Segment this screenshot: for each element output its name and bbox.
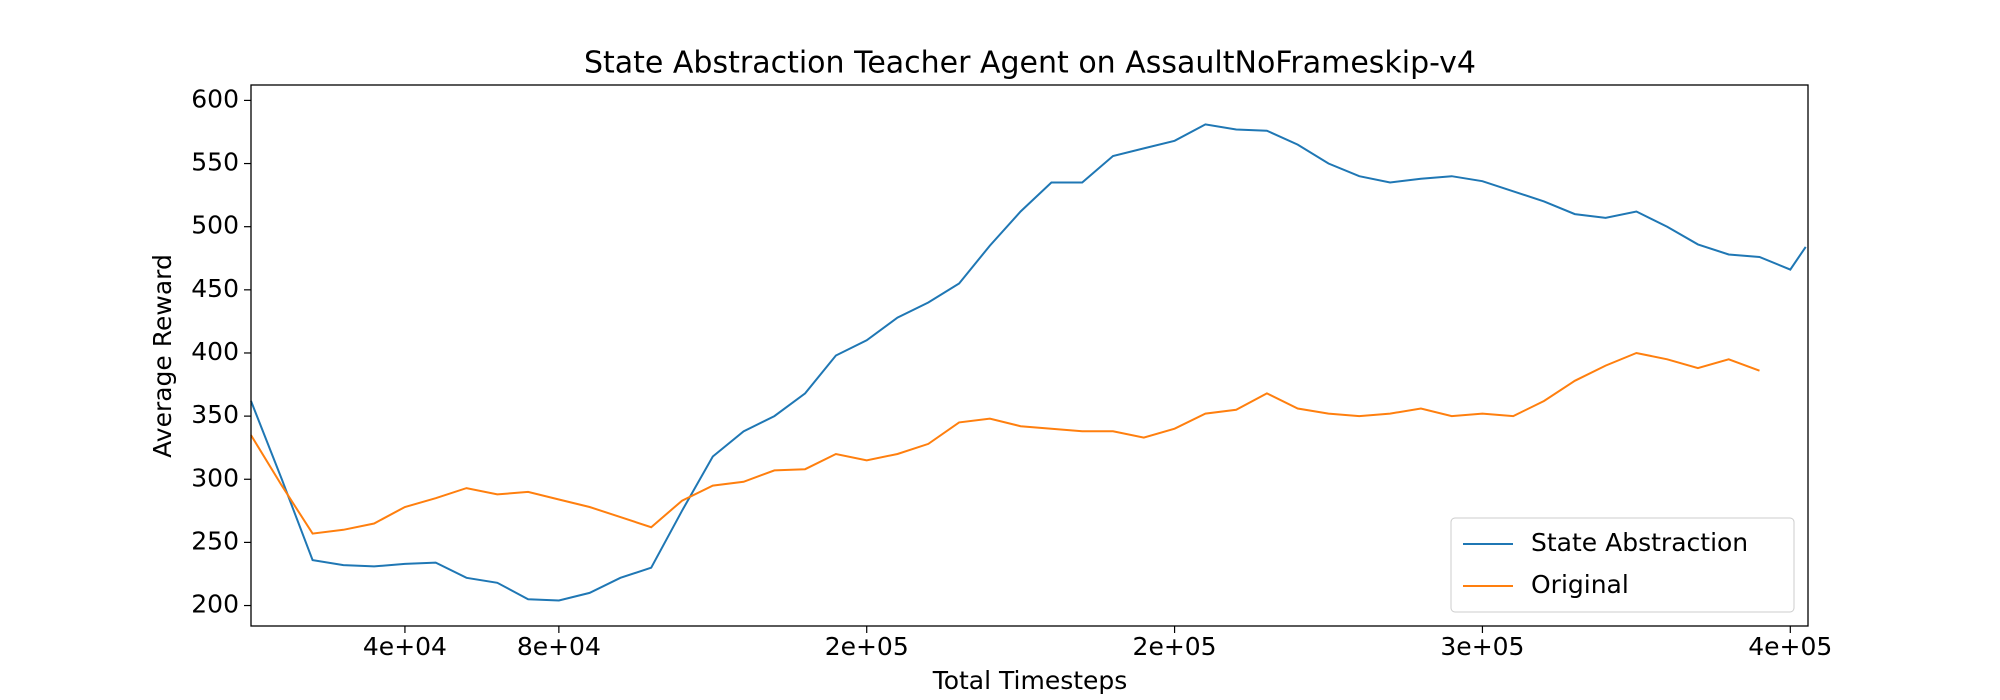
y-tick-label: 550 bbox=[191, 148, 239, 177]
y-axis-label: Average Reward bbox=[148, 254, 177, 458]
x-axis-label: Total Timesteps bbox=[932, 666, 1128, 695]
x-tick-label: 4e+04 bbox=[363, 632, 447, 661]
y-tick-label: 400 bbox=[191, 337, 239, 366]
x-tick-label: 2e+05 bbox=[825, 632, 909, 661]
y-tick-label: 600 bbox=[191, 84, 239, 113]
line-series bbox=[250, 123, 1807, 602]
legend-box bbox=[1450, 517, 1795, 613]
chart-title: State Abstraction Teacher Agent on Assau… bbox=[584, 46, 1476, 81]
plot-frame bbox=[250, 84, 1809, 627]
x-tick-label: 2e+05 bbox=[1133, 632, 1217, 661]
y-tick-label: 350 bbox=[191, 400, 239, 429]
y-tick-label: 300 bbox=[191, 463, 239, 492]
y-tick-label: 200 bbox=[191, 590, 239, 619]
y-tick-label: 250 bbox=[191, 526, 239, 555]
legend-label: Original bbox=[1531, 570, 1629, 599]
x-tick-label: 3e+05 bbox=[1440, 632, 1524, 661]
y-tick-label: 500 bbox=[191, 211, 239, 240]
x-tick-label: 4e+05 bbox=[1748, 632, 1832, 661]
legend-label: State Abstraction bbox=[1531, 528, 1748, 557]
y-tick-label: 450 bbox=[191, 274, 239, 303]
line-series bbox=[250, 351, 1760, 535]
x-tick-label: 8e+04 bbox=[517, 632, 601, 661]
